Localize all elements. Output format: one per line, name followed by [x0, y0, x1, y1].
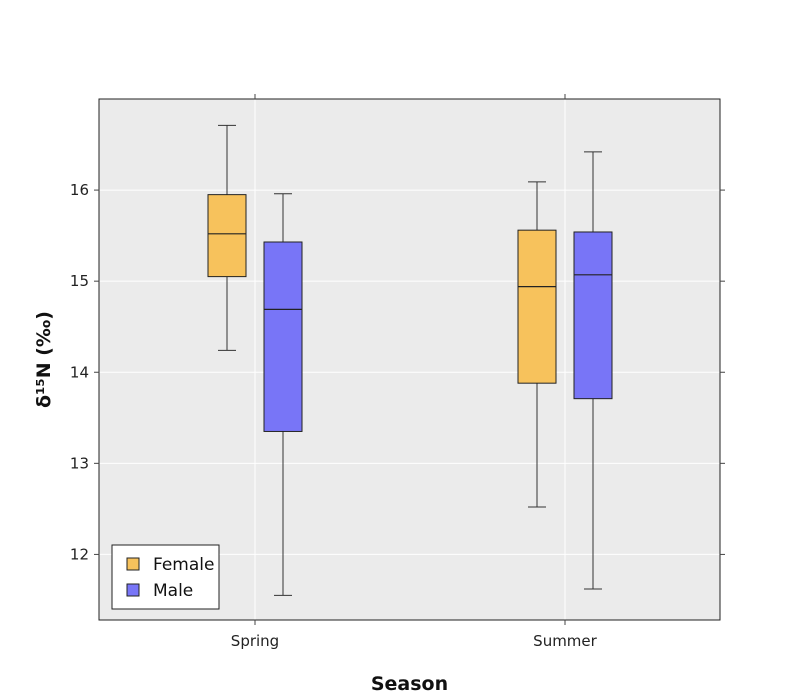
y-tick-label: 14 — [70, 363, 89, 381]
box-male-spring — [263, 193, 303, 596]
legend-label-female: Female — [153, 555, 214, 575]
box-iqr — [573, 231, 613, 400]
plot-background — [99, 99, 720, 620]
legend-label-male: Male — [153, 581, 193, 601]
box-male-summer — [573, 151, 613, 590]
legend-box — [111, 544, 220, 610]
x-tick-label: Spring — [231, 632, 279, 650]
legend: Female Male — [111, 544, 220, 610]
box-series — [207, 124, 613, 596]
y-tick-label: 15 — [70, 272, 89, 290]
plot-border — [98, 98, 721, 621]
x-tick-label: Summer — [533, 632, 597, 650]
gridlines — [99, 99, 720, 620]
legend-swatch-female — [126, 557, 140, 571]
y-axis-title: δ¹⁵N (‰) — [33, 311, 55, 408]
y-tick-label: 16 — [70, 181, 89, 199]
y-tick-label: 13 — [70, 454, 89, 472]
y-tick-label: 12 — [70, 545, 89, 563]
x-axis-title: Season — [371, 673, 448, 695]
axis-ticks: 12 13 14 15 16 Spring Summer — [70, 94, 725, 650]
box-female-spring — [207, 124, 247, 351]
box-iqr — [263, 241, 303, 432]
box-iqr — [517, 229, 557, 384]
box-female-summer — [517, 181, 557, 508]
legend-swatch-male — [126, 583, 140, 597]
box-iqr — [207, 194, 247, 278]
